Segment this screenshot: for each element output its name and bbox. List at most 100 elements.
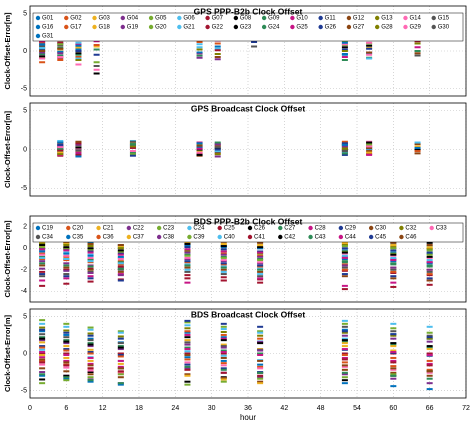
legend-marker <box>148 24 154 30</box>
data-point <box>184 333 191 336</box>
data-point <box>184 365 191 368</box>
legend-marker <box>35 225 41 231</box>
data-point <box>75 143 82 146</box>
y-tick-label: 5 <box>23 108 27 115</box>
legend-marker <box>96 225 101 231</box>
x-tick-label: 12 <box>99 405 107 412</box>
data-point <box>220 364 227 367</box>
legend-marker <box>120 24 126 30</box>
legend-label: C33 <box>436 226 448 232</box>
data-point <box>63 322 70 325</box>
data-point <box>63 353 70 356</box>
legend-marker <box>120 15 126 21</box>
legend-marker <box>431 24 436 30</box>
data-point <box>220 279 227 282</box>
legend-label: G12 <box>353 16 365 22</box>
legend-marker <box>278 234 283 240</box>
data-point <box>341 53 348 55</box>
data-point <box>87 328 94 331</box>
legend-marker <box>346 24 352 30</box>
data-point <box>87 251 94 254</box>
data-point <box>39 359 46 362</box>
data-point <box>426 262 433 265</box>
data-point <box>39 260 46 263</box>
data-point <box>426 244 433 247</box>
legend-label: G26 <box>325 25 337 31</box>
data-point <box>117 247 124 250</box>
data-point <box>426 249 433 252</box>
data-point <box>129 151 136 154</box>
data-point <box>39 358 46 361</box>
data-point <box>220 325 227 328</box>
data-point <box>75 155 82 158</box>
data-point <box>39 55 46 58</box>
data-point <box>426 370 433 373</box>
data-point <box>184 245 191 248</box>
data-point <box>366 44 373 47</box>
data-point <box>341 368 348 371</box>
data-point <box>57 41 64 44</box>
data-point <box>257 273 264 276</box>
data-point <box>220 371 227 374</box>
legend-marker <box>92 15 97 21</box>
data-point <box>196 41 203 43</box>
data-point <box>390 260 397 263</box>
data-point <box>257 380 264 383</box>
data-point <box>87 271 94 274</box>
data-point <box>220 368 227 371</box>
data-point <box>426 348 433 351</box>
data-point <box>129 146 136 149</box>
data-point <box>117 359 124 362</box>
data-point <box>39 319 46 322</box>
y-axis-label: Clock-Offset-Error[m] <box>3 314 12 392</box>
data-point <box>63 356 70 359</box>
data-point <box>390 270 397 273</box>
data-point <box>426 259 433 262</box>
data-point <box>63 370 70 373</box>
data-point <box>426 247 433 250</box>
data-point <box>257 277 264 280</box>
data-point <box>87 352 94 355</box>
data-point <box>341 328 348 331</box>
data-point <box>257 349 264 352</box>
data-point <box>75 53 82 56</box>
data-point <box>117 256 124 259</box>
data-point <box>184 253 191 256</box>
data-point <box>57 52 64 55</box>
data-point <box>129 143 136 146</box>
data-point <box>220 259 227 262</box>
data-point <box>341 358 348 361</box>
data-point <box>220 266 227 269</box>
legend-label: G27 <box>353 25 365 31</box>
data-point <box>414 152 421 155</box>
data-point <box>39 275 46 278</box>
data-point <box>63 339 70 342</box>
data-point <box>220 345 227 348</box>
legend-label: C41 <box>254 235 266 241</box>
data-point <box>57 50 64 53</box>
data-point <box>39 378 46 381</box>
data-point <box>214 146 221 149</box>
data-point <box>117 273 124 276</box>
legend-label: C32 <box>405 226 417 232</box>
data-point <box>220 273 227 276</box>
data-point <box>87 380 94 383</box>
data-point <box>87 367 94 370</box>
data-point <box>366 146 373 149</box>
data-point <box>257 258 264 260</box>
data-point <box>341 48 348 51</box>
data-point <box>341 365 348 368</box>
data-point <box>184 246 191 249</box>
data-point <box>63 377 70 380</box>
data-point <box>196 48 203 51</box>
legend-marker <box>346 15 352 21</box>
legend-marker <box>261 15 267 21</box>
data-point <box>426 325 433 328</box>
data-point <box>220 256 227 259</box>
data-point <box>366 53 373 56</box>
data-point <box>341 356 348 359</box>
data-point <box>196 54 203 57</box>
data-point <box>117 352 124 355</box>
data-point <box>39 253 46 256</box>
data-point <box>87 277 94 280</box>
